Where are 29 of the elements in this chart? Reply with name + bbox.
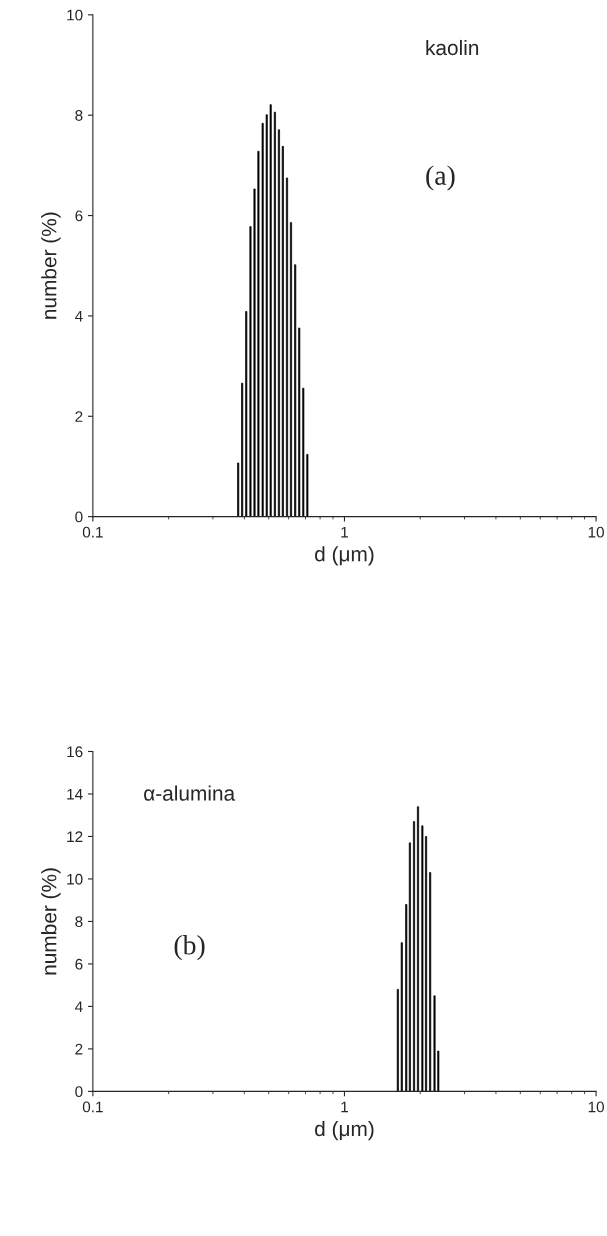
y-tick-label: 14 [67,789,83,800]
x-tick-label: 1 [341,526,348,538]
y-tick-label: 8 [75,110,83,121]
y-tick-label: 2 [75,1043,83,1055]
y-tick-label: 10 [67,873,83,885]
y-axis-title: number (%) [41,212,61,319]
x-tick-label: 1 [341,1101,348,1113]
y-axis-title: number (%) [41,868,61,975]
annotation: kaolin [426,39,479,56]
y-tick-label: 10 [67,9,83,21]
y-tick-label: 6 [75,210,83,222]
annotation: (a) [426,165,455,191]
y-tick-label: 16 [67,746,83,758]
y-tick-label: 0 [75,1086,83,1098]
y-tick-label: 4 [75,310,83,322]
x-tick-label: 0.1 [82,1101,103,1113]
y-tick-label: 8 [75,916,83,928]
y-tick-label: 2 [75,411,83,422]
y-tick-label: 4 [75,1001,83,1012]
x-tick-label: 10 [588,526,604,538]
y-tick-label: 6 [75,958,83,970]
annotation: α-alumina [144,785,236,801]
x-axis-title: d (μm) [315,546,374,566]
y-tick-label: 0 [75,511,83,523]
x-axis-title: d (μm) [315,1120,374,1141]
annotation: (b) [174,935,205,961]
y-tick-label: 12 [67,831,83,842]
x-tick-label: 10 [588,1101,604,1113]
x-tick-label: 0.1 [82,526,103,538]
